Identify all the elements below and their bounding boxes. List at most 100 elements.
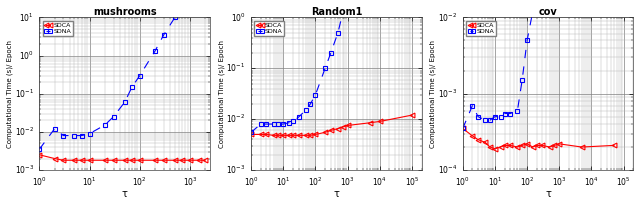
SDNA xyxy=(302,109,310,111)
SDCA xyxy=(529,146,536,148)
SDNA xyxy=(327,52,335,54)
SDCA xyxy=(307,134,314,137)
X-axis label: τ: τ xyxy=(122,189,127,199)
SDCA xyxy=(468,135,476,137)
SDNA xyxy=(481,119,489,121)
SDNA xyxy=(307,103,314,105)
SDNA xyxy=(491,115,499,118)
Y-axis label: Computational Time (s)/ Epoch: Computational Time (s)/ Epoch xyxy=(430,40,436,148)
Title: cov: cov xyxy=(539,7,557,17)
SDNA xyxy=(136,74,143,77)
SDCA xyxy=(339,126,346,128)
Legend: SDCA, SDNA: SDCA, SDNA xyxy=(466,21,496,36)
SDCA xyxy=(109,159,117,162)
Y-axis label: Computational Time (s)/ Epoch: Computational Time (s)/ Epoch xyxy=(218,40,225,148)
SDNA xyxy=(500,112,508,115)
SDNA xyxy=(285,122,292,124)
SDCA xyxy=(70,159,78,162)
SDNA xyxy=(312,94,319,96)
SDCA xyxy=(491,147,499,150)
SDCA xyxy=(86,159,93,162)
SDCA xyxy=(289,134,297,137)
SDCA xyxy=(262,133,270,136)
SDNA xyxy=(262,123,270,125)
SDCA xyxy=(280,134,287,137)
SDCA xyxy=(269,134,277,137)
SDCA xyxy=(171,159,179,162)
SDCA xyxy=(247,133,255,136)
Legend: SDCA, SDNA: SDCA, SDNA xyxy=(42,21,73,36)
SDNA xyxy=(459,127,467,130)
SDNA xyxy=(295,116,303,118)
SDNA xyxy=(468,104,476,107)
SDCA xyxy=(539,144,547,147)
SDNA xyxy=(257,123,264,125)
SDCA xyxy=(366,122,374,124)
SDNA xyxy=(247,131,255,133)
SDNA xyxy=(529,10,536,13)
SDCA xyxy=(136,159,143,162)
SDCA xyxy=(36,154,44,156)
SDCA xyxy=(285,134,292,137)
SDCA xyxy=(78,159,86,162)
SDCA xyxy=(201,159,209,162)
SDCA xyxy=(51,157,58,160)
SDCA xyxy=(327,129,335,132)
SDNA xyxy=(86,132,93,135)
SDCA xyxy=(121,159,129,162)
Line: SDNA: SDNA xyxy=(460,0,616,131)
SDNA xyxy=(497,115,504,118)
SDCA xyxy=(334,128,342,130)
SDNA xyxy=(70,134,78,137)
SDNA xyxy=(171,16,179,19)
SDCA xyxy=(60,159,67,162)
Line: SDCA: SDCA xyxy=(249,113,414,138)
SDNA xyxy=(280,123,287,125)
SDCA xyxy=(275,134,282,137)
Line: SDNA: SDNA xyxy=(249,0,414,135)
SDNA xyxy=(269,123,277,125)
SDNA xyxy=(78,134,86,137)
SDCA xyxy=(312,133,319,136)
SDNA xyxy=(486,119,494,121)
SDCA xyxy=(295,134,303,137)
SDCA xyxy=(513,146,521,148)
SDCA xyxy=(610,144,618,147)
SDCA xyxy=(481,141,489,144)
SDCA xyxy=(257,133,264,136)
Y-axis label: Computational Time (s)/ Epoch: Computational Time (s)/ Epoch xyxy=(6,40,13,148)
SDNA xyxy=(160,34,168,36)
SDNA xyxy=(339,12,346,15)
Title: Random1: Random1 xyxy=(310,7,362,17)
SDCA xyxy=(506,144,514,147)
SDCA xyxy=(302,134,310,137)
SDNA xyxy=(36,148,44,150)
SDNA xyxy=(518,79,526,82)
SDNA xyxy=(179,1,186,4)
SDCA xyxy=(321,131,329,133)
SDCA xyxy=(474,138,482,141)
SDNA xyxy=(101,124,109,126)
SDCA xyxy=(128,159,136,162)
Title: mushrooms: mushrooms xyxy=(93,7,157,17)
SDCA xyxy=(518,144,526,147)
SDCA xyxy=(186,159,194,162)
Line: SDCA: SDCA xyxy=(460,126,616,151)
SDCA xyxy=(500,144,508,147)
SDCA xyxy=(550,144,558,147)
SDCA xyxy=(556,143,563,145)
SDCA xyxy=(101,159,109,162)
SDNA xyxy=(128,86,136,88)
SDNA xyxy=(60,134,67,137)
SDCA xyxy=(546,146,554,148)
SDNA xyxy=(51,128,58,130)
SDNA xyxy=(334,32,342,34)
SDNA xyxy=(109,115,117,118)
SDCA xyxy=(459,127,467,130)
SDCA xyxy=(376,120,383,123)
SDNA xyxy=(474,115,482,118)
SDCA xyxy=(151,159,159,162)
Line: SDCA: SDCA xyxy=(37,152,207,163)
SDNA xyxy=(513,109,521,112)
SDNA xyxy=(275,123,282,125)
